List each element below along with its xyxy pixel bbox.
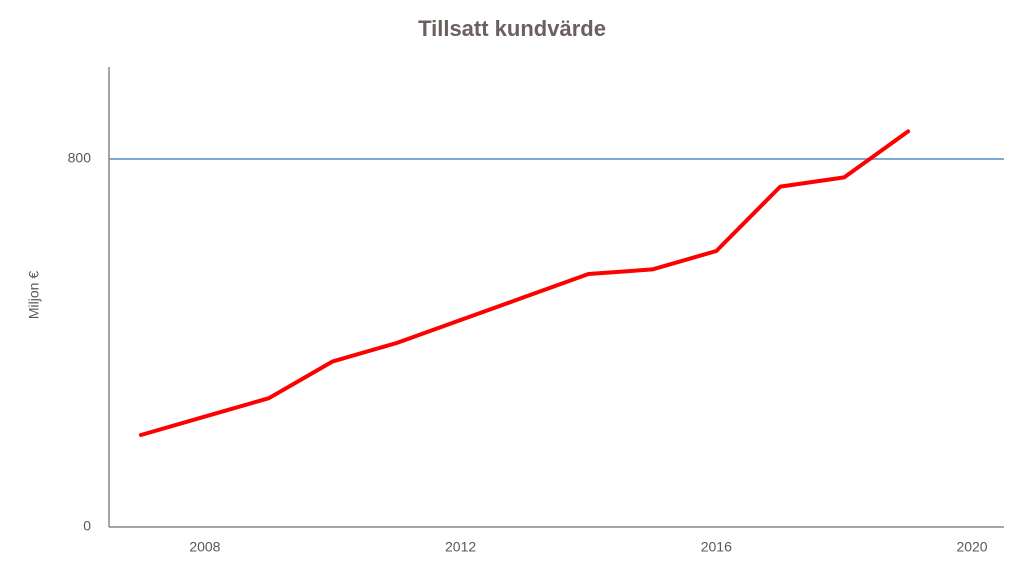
x-tick-label: 2012 (445, 539, 476, 555)
y-tick-label: 0 (83, 518, 91, 534)
y-axis-label: Miljon € (26, 271, 42, 319)
data-line (138, 129, 911, 437)
y-tick-label: 800 (68, 150, 92, 166)
chart-title: Tillsatt kundvärde (418, 16, 606, 41)
x-tick-label: 2020 (956, 539, 987, 555)
x-tick-label: 2008 (189, 539, 220, 555)
x-tick-label: 2016 (701, 539, 732, 555)
